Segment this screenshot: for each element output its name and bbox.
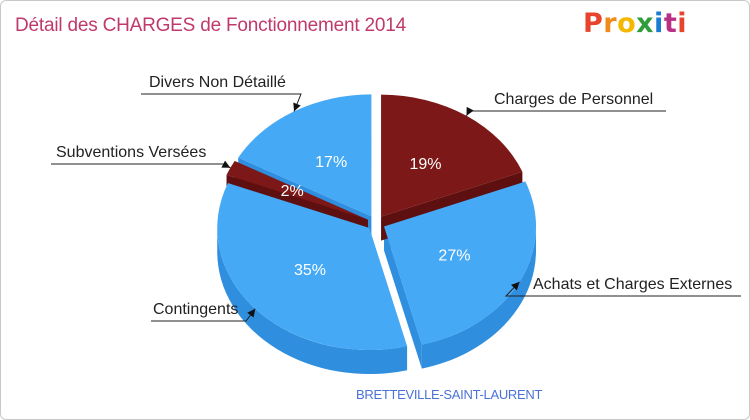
- logo-letter: o: [617, 8, 637, 39]
- percent-label-contingents: 35%: [294, 262, 326, 279]
- callout-arrow-icon: [247, 308, 256, 318]
- callout-leader-divers-non-detaille: [141, 93, 302, 112]
- logo-letter: i: [677, 8, 687, 39]
- callout-arrow-icon: [293, 102, 301, 112]
- slice-side-contingents: [217, 228, 408, 375]
- pie-slices: [217, 94, 537, 351]
- callout-arrow-icon: [466, 106, 474, 116]
- slice-divers-non-detaille: [238, 94, 372, 217]
- logo-letter: r: [603, 8, 618, 39]
- legend-label-contingents: Contingents: [153, 301, 238, 318]
- slice-charges-de-personnel: [381, 94, 523, 217]
- callout-arrow-icon: [221, 160, 231, 168]
- slice-side-achats-et-charges-externes: [421, 226, 537, 369]
- commune-name: BRETTEVILLE-SAINT-LAURENT: [356, 387, 543, 402]
- slice-contingents: [217, 183, 408, 351]
- legend-label-achats-et-charges-externes: Achats et Charges Externes: [533, 276, 732, 293]
- logo-letter: P: [582, 8, 604, 39]
- callout-leader-subventions-versees: [51, 163, 231, 169]
- logo-letter: t: [663, 8, 678, 39]
- slice-subventions-versees: [226, 160, 368, 220]
- percent-label-subventions-versees: 2%: [281, 183, 304, 200]
- pie-callouts: Charges de Personnel Achats et Charges Ex…: [51, 74, 741, 322]
- slice-cut-achats-et-charges-externes: [384, 226, 422, 369]
- callout-arrow-icon: [511, 281, 520, 291]
- callout-leader-charges-de-personnel: [466, 110, 666, 117]
- legend-label-charges-de-personnel: Charges de Personnel: [494, 91, 653, 108]
- percent-label-charges-de-personnel: 19%: [409, 156, 441, 173]
- slice-achats-et-charges-externes: [384, 181, 537, 345]
- legend-label-subventions-versees: Subventions Versées: [56, 144, 206, 161]
- legend-label-divers-non-detaille: Divers Non Détaillé: [149, 74, 286, 91]
- percent-label-achats-et-charges-externes: 27%: [438, 247, 470, 264]
- proxiti-logo: Proxiti: [583, 8, 687, 39]
- chart-title: Détail des CHARGES de Fonctionnement 201…: [15, 15, 407, 36]
- percent-label-divers-non-detaille: 17%: [315, 154, 347, 171]
- logo-letter: x: [636, 8, 655, 39]
- pie-percent-labels: 19% 27% 35% 2% 17%: [281, 154, 471, 279]
- logo-letter: i: [654, 8, 664, 39]
